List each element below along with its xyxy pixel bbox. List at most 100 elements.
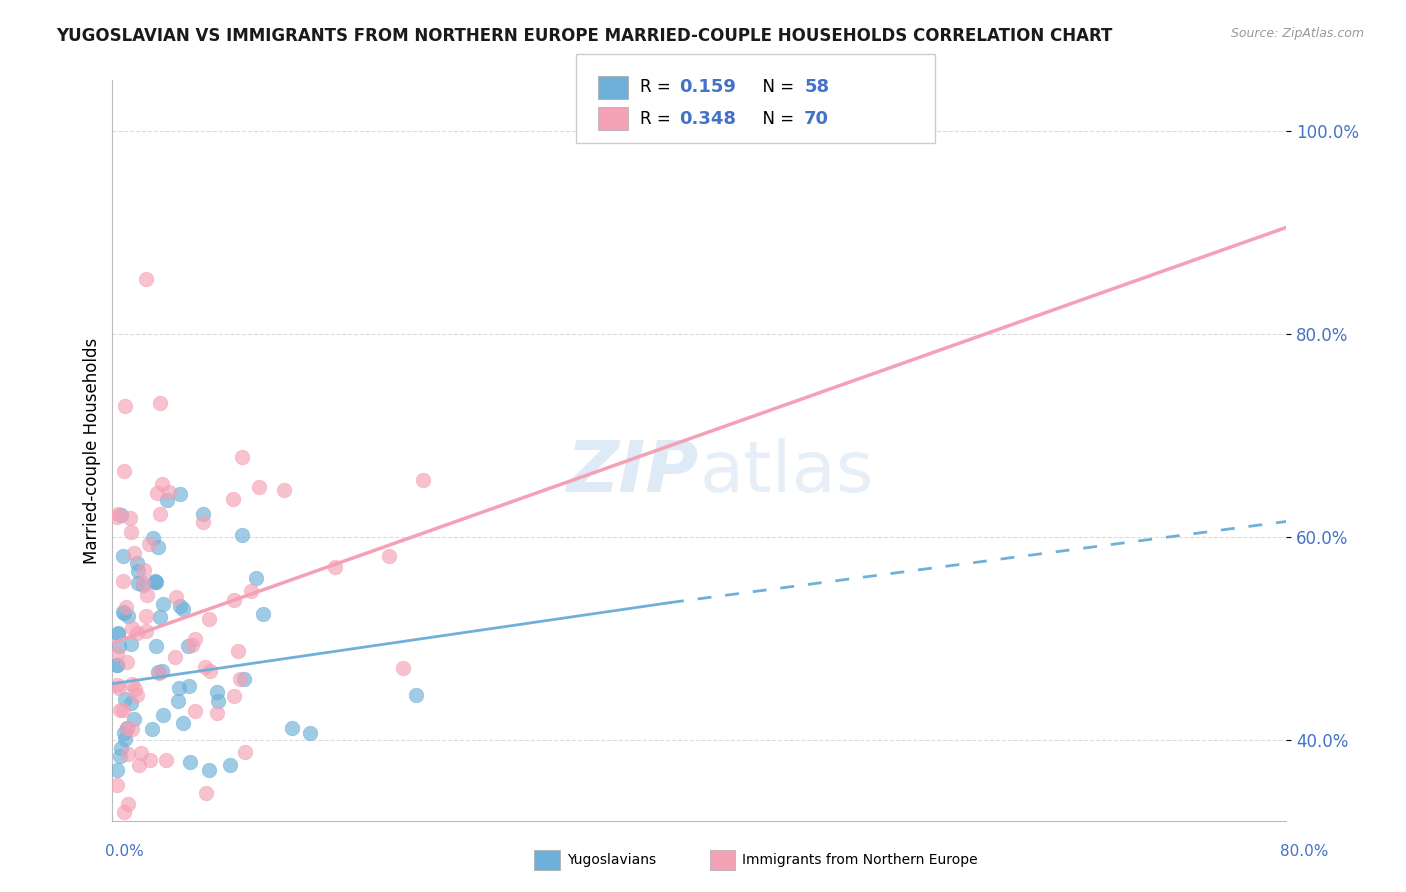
Point	[231, 528, 253, 542]
Point	[281, 721, 304, 735]
Point	[155, 753, 177, 767]
Text: 0.348: 0.348	[679, 110, 737, 128]
Point	[152, 598, 174, 612]
Point	[247, 480, 270, 494]
Point	[115, 600, 138, 615]
Point	[142, 834, 165, 848]
Point	[165, 590, 187, 604]
Point	[273, 483, 295, 498]
Text: Immigrants from Northern Europe: Immigrants from Northern Europe	[742, 853, 979, 867]
Point	[105, 510, 128, 524]
Point	[132, 563, 155, 577]
Point	[138, 753, 160, 767]
Point	[193, 515, 215, 529]
Point	[146, 665, 169, 679]
Point	[120, 525, 142, 540]
Point	[149, 610, 172, 624]
Point	[205, 685, 228, 699]
Point	[105, 763, 128, 777]
Point	[127, 576, 149, 591]
Text: 70: 70	[804, 110, 830, 128]
Text: Source: ZipAtlas.com: Source: ZipAtlas.com	[1230, 27, 1364, 40]
Point	[107, 681, 129, 696]
Point	[124, 681, 146, 696]
Point	[125, 625, 148, 640]
Point	[252, 607, 274, 621]
Point	[378, 549, 401, 563]
Point	[128, 757, 150, 772]
Point	[145, 639, 167, 653]
Point	[112, 606, 135, 620]
Point	[114, 399, 136, 413]
Text: 0.0%: 0.0%	[105, 845, 145, 859]
Text: 0.159: 0.159	[679, 78, 735, 96]
Point	[198, 612, 221, 626]
Point	[219, 758, 242, 772]
Point	[181, 638, 204, 652]
Point	[107, 626, 129, 640]
Point	[105, 658, 128, 673]
Point	[121, 722, 143, 736]
Y-axis label: Married-couple Households: Married-couple Households	[83, 337, 101, 564]
Point	[176, 639, 198, 653]
Text: Yugoslavians: Yugoslavians	[567, 853, 655, 867]
Point	[233, 672, 256, 686]
Point	[412, 473, 434, 487]
Point	[122, 712, 145, 726]
Text: R =: R =	[640, 110, 676, 128]
Point	[152, 708, 174, 723]
Point	[138, 537, 160, 551]
Point	[117, 655, 139, 669]
Point	[127, 556, 149, 570]
Point	[107, 626, 129, 640]
Point	[184, 704, 207, 718]
Point	[156, 493, 179, 508]
Point	[108, 639, 131, 653]
Point	[115, 854, 138, 868]
Point	[169, 681, 191, 695]
Point	[110, 508, 132, 523]
Point	[110, 740, 132, 755]
Point	[112, 703, 135, 717]
Point	[132, 578, 155, 592]
Point	[163, 650, 186, 665]
Point	[120, 696, 142, 710]
Point	[111, 605, 134, 619]
Point	[172, 715, 194, 730]
Text: atlas: atlas	[700, 438, 875, 508]
Point	[135, 624, 157, 638]
Point	[149, 396, 172, 410]
Text: N =: N =	[752, 78, 800, 96]
Point	[194, 660, 217, 674]
Point	[132, 576, 155, 591]
Point	[108, 748, 131, 763]
Point	[127, 564, 149, 578]
Text: ZIP: ZIP	[567, 438, 700, 508]
Point	[135, 609, 157, 624]
Point	[120, 637, 142, 651]
Point	[172, 601, 194, 615]
Point	[195, 786, 218, 800]
Point	[135, 588, 157, 602]
Point	[107, 508, 129, 522]
Point	[148, 666, 170, 681]
Point	[141, 722, 163, 736]
Point	[122, 546, 145, 560]
Point	[121, 676, 143, 690]
Point	[129, 746, 152, 760]
Point	[150, 476, 173, 491]
Point	[222, 593, 245, 607]
Point	[114, 731, 136, 746]
Point	[167, 694, 190, 708]
Text: N =: N =	[752, 110, 800, 128]
Point	[231, 450, 253, 464]
Point	[117, 608, 139, 623]
Point	[205, 706, 228, 720]
Text: 80.0%: 80.0%	[1281, 845, 1329, 859]
Point	[169, 599, 191, 613]
Point	[105, 658, 128, 673]
Point	[150, 665, 173, 679]
Point	[121, 621, 143, 635]
Point	[111, 574, 134, 589]
Point	[117, 721, 139, 735]
